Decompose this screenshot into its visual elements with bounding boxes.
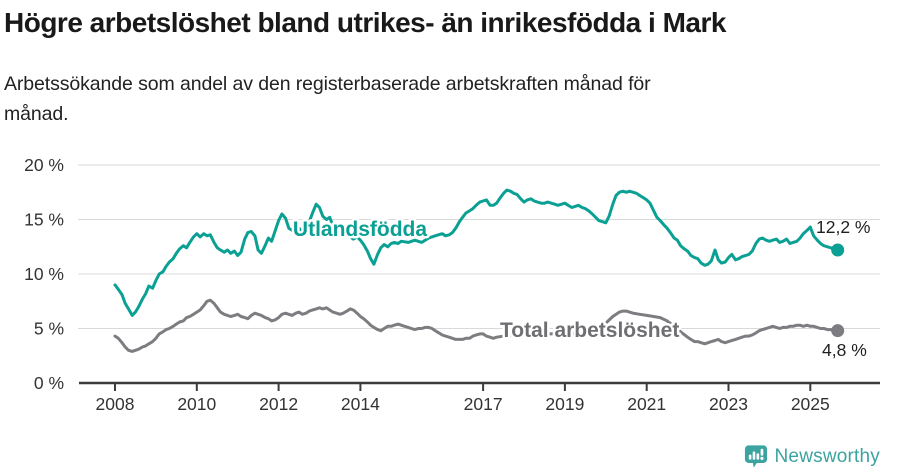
series-value-label-0: 12,2 % bbox=[816, 217, 870, 237]
series-end-dot-1 bbox=[831, 324, 845, 338]
series-name-label-1: Total arbetslöshet bbox=[500, 319, 679, 342]
chart-subtitle: Arbetssökande som andel av den registerb… bbox=[4, 70, 864, 129]
x-tick-label: 2008 bbox=[96, 394, 135, 414]
y-tick-label: 20 % bbox=[24, 155, 64, 175]
series-line-1 bbox=[113, 298, 840, 353]
x-tick-label: 2014 bbox=[341, 394, 380, 414]
x-tick-label: 2025 bbox=[791, 394, 830, 414]
series-line-0 bbox=[113, 188, 840, 317]
x-tick-label: 2017 bbox=[464, 394, 503, 414]
y-tick-label: 0 % bbox=[34, 373, 64, 393]
x-tick-label: 2012 bbox=[259, 394, 298, 414]
series-end-dot-0 bbox=[831, 243, 845, 257]
brand-name: Newsworthy bbox=[774, 445, 880, 467]
y-tick-label: 10 % bbox=[24, 264, 64, 284]
newsworthy-logo: Newsworthy bbox=[744, 444, 880, 469]
chart-title: Högre arbetslöshet bland utrikes- än inr… bbox=[4, 7, 726, 38]
y-tick-label: 15 % bbox=[24, 210, 64, 230]
series-name-label-0: Utlandsfödda bbox=[293, 218, 427, 241]
subtitle-line-2: månad. bbox=[4, 102, 69, 125]
series-value-label-1: 4,8 % bbox=[822, 340, 867, 360]
x-tick-label: 2023 bbox=[709, 394, 748, 414]
y-tick-label: 5 % bbox=[34, 319, 64, 339]
x-tick-label: 2021 bbox=[627, 394, 666, 414]
x-tick-label: 2019 bbox=[545, 394, 584, 414]
subtitle-line-1: Arbetssökande som andel av den registerb… bbox=[4, 73, 651, 95]
bar-chart-speech-bubble-icon bbox=[744, 445, 767, 468]
x-tick-label: 2010 bbox=[177, 394, 216, 414]
